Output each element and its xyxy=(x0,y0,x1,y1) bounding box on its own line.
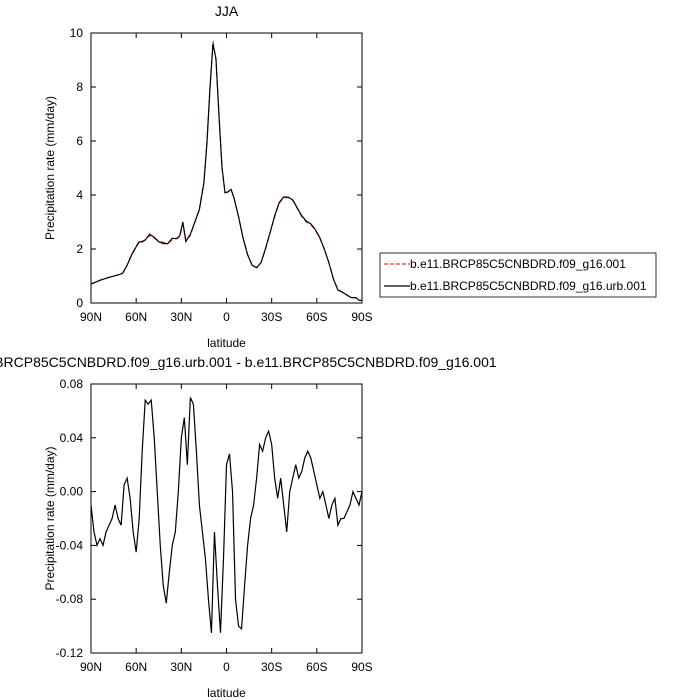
x-tick-label: 90S xyxy=(351,310,372,324)
x-tick-label: 30S xyxy=(261,310,282,324)
chart-title: JJA xyxy=(215,3,239,19)
x-axis-label: latitude xyxy=(207,336,246,350)
data-line xyxy=(90,41,362,301)
y-tick-label: -0.04 xyxy=(56,538,84,552)
data-line xyxy=(90,397,363,633)
y-tick-label: -0.08 xyxy=(56,592,84,606)
x-tick-label: 30S xyxy=(261,660,282,674)
y-tick-label: 6 xyxy=(76,134,83,148)
y-tick-label: 10 xyxy=(70,26,84,40)
y-tick-label: -0.12 xyxy=(56,646,84,660)
y-tick-label: 8 xyxy=(76,80,83,94)
plot-frame xyxy=(90,383,363,654)
y-axis-label: Precipitation rate (mm/day) xyxy=(43,96,57,240)
x-axis-label: latitude xyxy=(207,686,246,700)
y-tick-label: 0 xyxy=(76,296,83,310)
y-tick-label: 2 xyxy=(76,242,83,256)
x-tick-label: 90N xyxy=(80,660,102,674)
x-tick-label: 60S xyxy=(306,660,327,674)
legend-label: b.e11.BRCP85C5CNBDRD.f09_g16.urb.001 xyxy=(410,279,647,293)
y-tick-label: 0.04 xyxy=(60,431,84,445)
y-tick-label: 0.00 xyxy=(60,485,84,499)
legend-box xyxy=(379,252,657,298)
y-tick-label: 4 xyxy=(76,188,83,202)
x-tick-label: 0 xyxy=(223,310,230,324)
chart-title: b.e11.BRCP85C5CNBDRD.f09_g16.urb.001 - b… xyxy=(0,354,497,370)
x-tick-label: 30N xyxy=(170,660,192,674)
x-tick-label: 60N xyxy=(125,660,147,674)
x-tick-label: 90N xyxy=(80,310,102,324)
x-tick-label: 90S xyxy=(351,660,372,674)
legend-label: b.e11.BRCP85C5CNBDRD.f09_g16.001 xyxy=(410,257,626,271)
x-tick-label: 60S xyxy=(306,310,327,324)
x-tick-label: 60N xyxy=(125,310,147,324)
plot-frame xyxy=(90,32,363,304)
x-tick-label: 0 xyxy=(223,660,230,674)
y-axis-label: Precipitation rate (mm/day) xyxy=(43,446,57,590)
x-tick-label: 30N xyxy=(170,310,192,324)
data-line xyxy=(90,43,362,301)
y-tick-label: 0.08 xyxy=(60,377,84,391)
